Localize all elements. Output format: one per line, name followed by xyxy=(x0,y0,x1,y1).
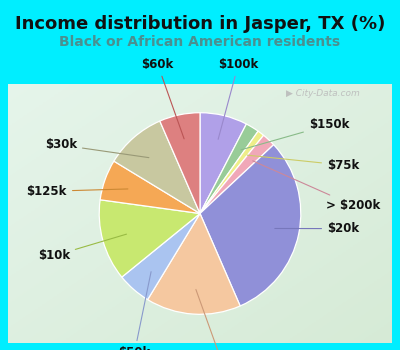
Text: Income distribution in Jasper, TX (%): Income distribution in Jasper, TX (%) xyxy=(15,15,385,33)
Text: $60k: $60k xyxy=(142,58,184,139)
Text: > $200k: > $200k xyxy=(253,161,380,212)
Wedge shape xyxy=(114,121,200,214)
Text: $125k: $125k xyxy=(26,185,128,198)
Text: $10k: $10k xyxy=(38,234,126,262)
Wedge shape xyxy=(200,131,264,214)
Text: $40k: $40k xyxy=(196,289,238,350)
Text: $30k: $30k xyxy=(45,139,149,158)
Text: $150k: $150k xyxy=(241,118,349,150)
Text: $50k: $50k xyxy=(118,272,151,350)
Wedge shape xyxy=(100,161,200,214)
Wedge shape xyxy=(148,214,240,314)
Text: $75k: $75k xyxy=(247,155,359,172)
Wedge shape xyxy=(200,145,301,306)
Wedge shape xyxy=(122,214,200,300)
Text: ▶ City-Data.com: ▶ City-Data.com xyxy=(286,89,360,98)
Wedge shape xyxy=(200,124,258,214)
Text: $100k: $100k xyxy=(218,58,258,139)
Wedge shape xyxy=(200,113,246,214)
Text: Black or African American residents: Black or African American residents xyxy=(60,35,340,49)
Wedge shape xyxy=(200,135,274,214)
Text: $20k: $20k xyxy=(275,222,359,235)
Wedge shape xyxy=(99,200,200,277)
Wedge shape xyxy=(160,113,200,214)
